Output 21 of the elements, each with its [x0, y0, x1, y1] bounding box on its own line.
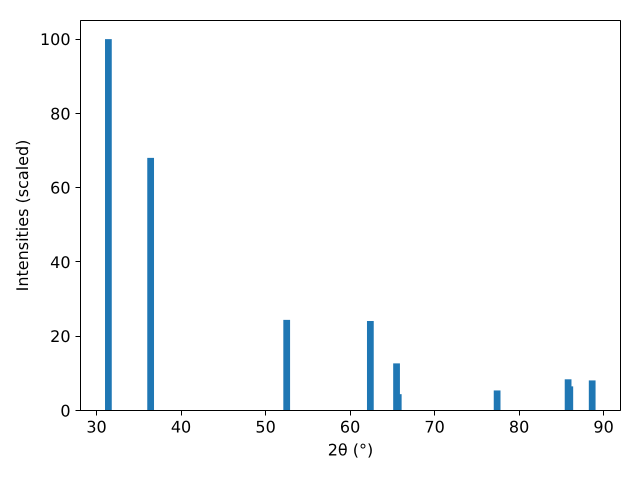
y-tick-label: 80 [50, 104, 70, 124]
x-tick-label: 60 [340, 418, 360, 436]
bar [105, 39, 112, 410]
bar [283, 320, 290, 410]
x-tick-label: 80 [508, 418, 530, 436]
x-tick-label: 50 [255, 418, 276, 436]
x-tick-label: 30 [86, 418, 107, 436]
y-tick-label: 0 [60, 402, 71, 420]
y-tick-label: 60 [50, 178, 70, 198]
x-axis-title: 2θ (°) [328, 440, 374, 460]
y-axis-title: Intensities (scaled) [12, 140, 32, 292]
bar [366, 320, 374, 410]
x-tick-label: 40 [170, 418, 192, 436]
y-tick-label: 40 [50, 252, 70, 272]
x-tick-label: 70 [424, 418, 445, 436]
y-tick-label: 20 [50, 327, 70, 346]
bar [494, 390, 500, 410]
bar [147, 158, 154, 410]
bar [588, 380, 596, 410]
x-tick-label: 90 [593, 418, 614, 436]
y-tick-label: 100 [40, 30, 71, 50]
